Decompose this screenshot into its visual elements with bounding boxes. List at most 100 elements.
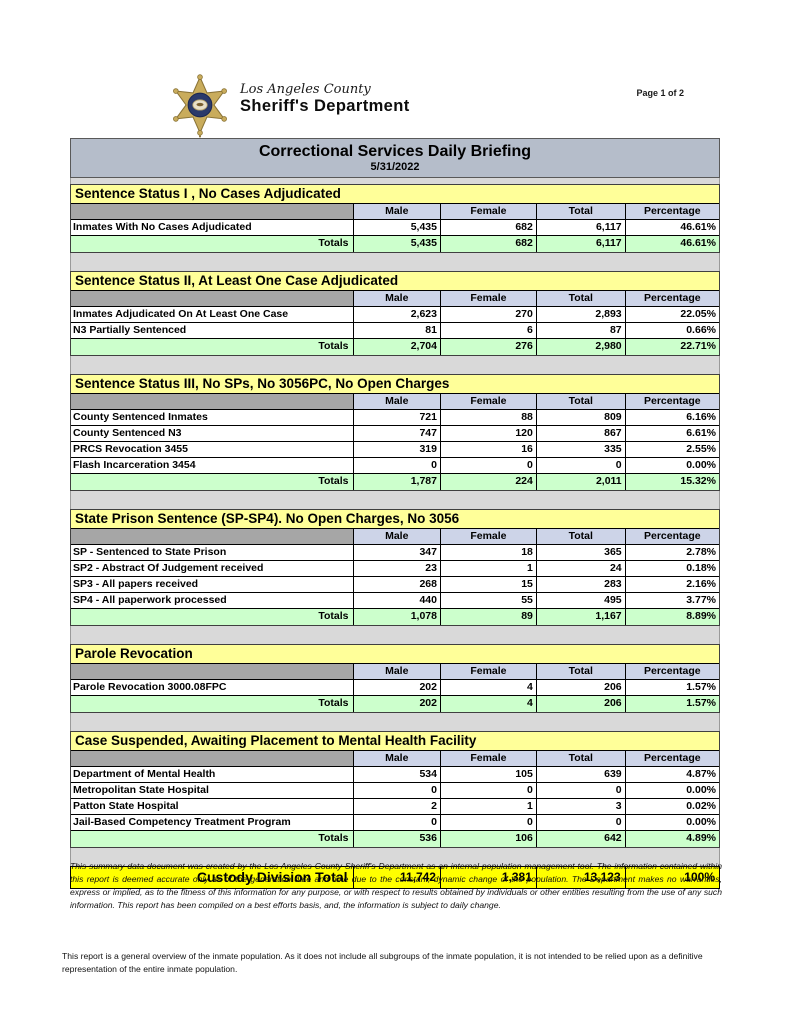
table-row: SP2 - Abstract Of Judgement received 23 1 2… <box>71 561 719 577</box>
column-header: Female <box>440 529 537 544</box>
value-cell: 4 <box>441 680 537 695</box>
table-row: SP3 - All papers received 268 15 283 2.16% <box>71 577 719 593</box>
value-cell: 365 <box>537 545 626 560</box>
grand-total-total: 13,123 <box>537 867 626 888</box>
footnote-text: This report is a general overview of the… <box>62 951 703 974</box>
totals-label: Totals <box>71 339 354 355</box>
totals-row: Totals 1,078 89 1,167 8.89% <box>71 609 719 625</box>
totals-value: 4 <box>441 696 537 712</box>
row-label: N3 Partially Sentenced <box>71 323 354 338</box>
row-label: Inmates Adjudicated On At Least One Case <box>71 307 354 322</box>
table-row: Patton State Hospital 2 1 3 0.02% <box>71 799 719 815</box>
value-cell: 0.00% <box>686 459 716 471</box>
grand-total-male: 11,742 <box>354 867 441 888</box>
grand-total-label: Custody Division Total <box>71 867 354 888</box>
column-header: Female <box>440 291 537 306</box>
value-cell: 639 <box>537 767 626 782</box>
value-cell: 6 <box>441 323 537 338</box>
value-cell: 6.61% <box>686 427 716 439</box>
column-header: Female <box>440 204 537 219</box>
row-label: Inmates With No Cases Adjudicated <box>71 220 354 235</box>
value-cell: 0 <box>354 815 441 830</box>
grand-total-percentage: 100% <box>684 870 715 884</box>
section-gap <box>70 356 720 374</box>
value-cell: 2,893 <box>537 307 626 322</box>
row-label: SP3 - All papers received <box>71 577 354 592</box>
section-title: Sentence Status III, No SPs, No 3056PC, … <box>71 375 719 394</box>
value-cell: 105 <box>441 767 537 782</box>
value-cell: 202 <box>354 680 441 695</box>
value-cell: 0.00% <box>686 784 716 796</box>
report-title: Correctional Services Daily Briefing <box>258 143 532 160</box>
value-cell: 0 <box>537 783 626 798</box>
table-header-row: Male Female Total Percentage <box>71 204 719 220</box>
totals-value: 15.32% <box>680 475 716 487</box>
section-title: State Prison Sentence (SP-SP4). No Open … <box>71 510 719 529</box>
table-header-row: Male Female Total Percentage <box>71 529 719 545</box>
column-header: Male <box>353 664 441 679</box>
section-table: Case Suspended, Awaiting Placement to Me… <box>70 731 720 848</box>
value-cell: 747 <box>354 426 441 441</box>
table-row: Inmates With No Cases Adjudicated 5,435 68… <box>71 220 719 236</box>
corner-cell <box>71 204 354 219</box>
section-table: Sentence Status I , No Cases Adjudicated… <box>70 184 720 253</box>
totals-label: Totals <box>71 609 354 625</box>
value-cell: 0.66% <box>686 324 716 336</box>
section-gap <box>70 178 720 184</box>
section-title: Parole Revocation <box>71 645 719 664</box>
column-header: Percentage <box>625 751 719 766</box>
sheriff-star-badge-icon <box>168 74 232 138</box>
corner-cell <box>71 529 354 544</box>
totals-row: Totals 5,435 682 6,117 46.61% <box>71 236 719 252</box>
agency-department-line: Sheriff's Department <box>240 97 410 115</box>
row-label: Flash Incarceration 3454 <box>71 458 354 473</box>
section-gap <box>70 253 720 271</box>
table-row: Metropolitan State Hospital 0 0 0 0.00% <box>71 783 719 799</box>
value-cell: 5,435 <box>354 220 441 235</box>
table-header-row: Male Female Total Percentage <box>71 291 719 307</box>
table-header-row: Male Female Total Percentage <box>71 751 719 767</box>
value-cell: 0 <box>537 815 626 830</box>
totals-value: 2,704 <box>354 339 441 355</box>
totals-value: 2,011 <box>537 474 626 490</box>
column-header: Total <box>536 664 626 679</box>
value-cell: 24 <box>537 561 626 576</box>
value-cell: 2.55% <box>686 443 716 455</box>
value-cell: 6.16% <box>686 411 716 423</box>
column-header: Total <box>536 751 626 766</box>
value-cell: 270 <box>441 307 537 322</box>
table-row: Department of Mental Health 534 105 639 4.87… <box>71 767 719 783</box>
table-row: County Sentenced Inmates 721 88 809 6.16% <box>71 410 719 426</box>
section-table: State Prison Sentence (SP-SP4). No Open … <box>70 509 720 626</box>
section-table: Sentence Status II, At Least One Case Ad… <box>70 271 720 356</box>
value-cell: 88 <box>441 410 537 425</box>
column-header: Male <box>353 291 441 306</box>
totals-value: 276 <box>441 339 537 355</box>
totals-row: Totals 1,787 224 2,011 15.32% <box>71 474 719 490</box>
column-header: Male <box>353 751 441 766</box>
column-header: Female <box>440 664 537 679</box>
corner-cell <box>71 291 354 306</box>
totals-value: 202 <box>354 696 441 712</box>
totals-label: Totals <box>71 236 354 252</box>
table-row: Flash Incarceration 3454 0 0 0 0.00% <box>71 458 719 474</box>
totals-value: 89 <box>441 609 537 625</box>
table-row: Parole Revocation 3000.08FPC 202 4 206 1.57% <box>71 680 719 696</box>
value-cell: 81 <box>354 323 441 338</box>
table-row: Jail-Based Competency Treatment Program 0… <box>71 815 719 831</box>
column-header: Total <box>536 291 626 306</box>
grand-total-female: 1,381 <box>441 867 537 888</box>
section-gap <box>70 713 720 731</box>
section-gap <box>70 491 720 509</box>
totals-value: 46.61% <box>680 237 716 249</box>
table-header-row: Male Female Total Percentage <box>71 664 719 680</box>
totals-value: 1,167 <box>537 609 626 625</box>
table-row: County Sentenced N3 747 120 867 6.61% <box>71 426 719 442</box>
totals-value: 6,117 <box>537 236 626 252</box>
section-table: Sentence Status III, No SPs, No 3056PC, … <box>70 374 720 491</box>
page-number-label: Page 1 of 2 <box>636 88 684 98</box>
row-label: SP4 - All paperwork processed <box>71 593 354 608</box>
value-cell: 6,117 <box>537 220 626 235</box>
value-cell: 16 <box>441 442 537 457</box>
totals-value: 2,980 <box>537 339 626 355</box>
